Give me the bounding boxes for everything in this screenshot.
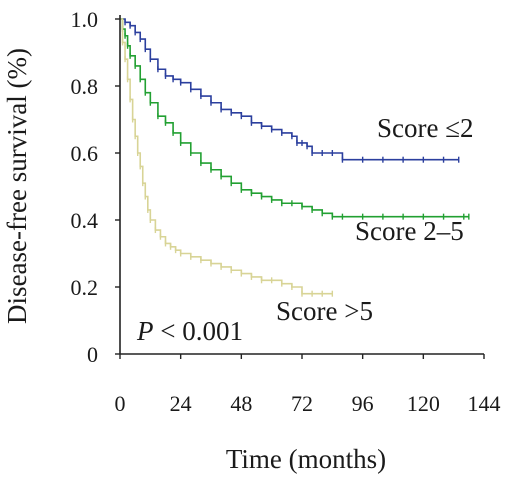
series-labels: Score ≤2 Score 2–5 Score >5	[276, 113, 474, 326]
p-value-prefix: P	[136, 316, 154, 346]
x-tick-label: 48	[230, 391, 252, 416]
series-label: Score ≤2	[377, 113, 474, 143]
x-axis-title: Time (months)	[226, 444, 386, 474]
y-axis-title: Disease-free survival (%)	[2, 48, 32, 324]
x-tick-label: 24	[170, 391, 192, 416]
p-value-text: < 0.001	[154, 316, 243, 346]
x-tick-label: 72	[291, 391, 313, 416]
x-ticks: 0 24 48 72 96 120 144	[115, 354, 501, 416]
x-tick-label: 0	[115, 391, 126, 416]
y-tick-label: 0.8	[71, 74, 99, 99]
y-tick-label: 0.6	[71, 141, 99, 166]
y-tick-label: 0	[87, 342, 98, 367]
p-value-annotation: P < 0.001	[136, 316, 243, 346]
plot-marks	[120, 18, 470, 297]
y-tick-label: 1.0	[71, 7, 99, 32]
series-line-2	[120, 18, 333, 295]
x-tick-label: 96	[352, 391, 374, 416]
x-tick-label: 120	[407, 391, 440, 416]
series-label: Score >5	[276, 296, 373, 326]
y-tick-label: 0.2	[71, 275, 99, 300]
y-tick-label: 0.4	[71, 208, 99, 233]
axes: 0 0.2 0.4 0.6 0.8 1.0 0 24 48 72 96 120 144	[71, 7, 501, 416]
series-label: Score 2–5	[355, 216, 464, 246]
y-ticks: 0 0.2 0.4 0.6 0.8 1.0	[71, 7, 120, 367]
x-tick-label: 144	[468, 391, 501, 416]
